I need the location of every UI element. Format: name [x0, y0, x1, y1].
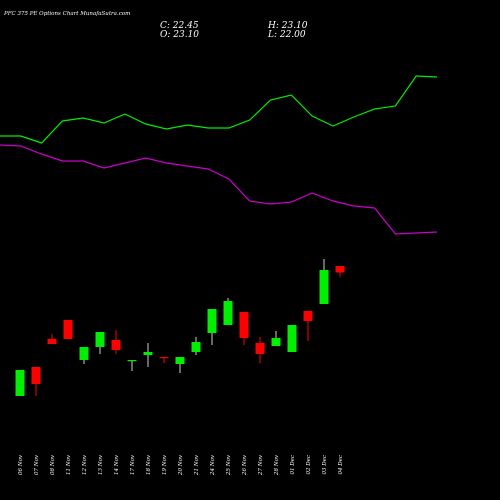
x-tick-label: 18 Nov [146, 454, 152, 475]
indicator-line [0, 144, 438, 235]
candle-body [127, 360, 137, 362]
ohlc-close: C: 22.45 [160, 21, 199, 31]
candle-body [271, 338, 281, 346]
ohlc-open: O: 23.10 [160, 30, 199, 40]
x-tick-label: 25 Nov [226, 454, 232, 476]
x-tick-label: 04 Dec [338, 455, 344, 475]
x-tick-label: 03 Dec [322, 455, 328, 475]
x-tick-label: 01 Dec [290, 455, 296, 475]
candle-body [335, 266, 345, 273]
candle-body [191, 342, 201, 352]
candle-body [95, 332, 105, 347]
x-tick-label: 26 Nov [242, 454, 248, 476]
candle-body [143, 352, 153, 355]
x-tick-label: 13 Nov [98, 454, 104, 475]
candle-body [63, 320, 73, 339]
ohlc-high: H: 23.10 [267, 21, 308, 31]
indicator-line [0, 75, 438, 144]
candle-body [207, 309, 217, 333]
x-tick-label: 28 Nov [274, 454, 280, 476]
ohlc-low: L: 22.00 [267, 30, 306, 40]
x-tick-label: 19 Nov [162, 454, 168, 475]
x-tick-label: 20 Nov [178, 454, 184, 476]
candle-body [239, 312, 249, 338]
candle-body [31, 367, 41, 384]
candle-body [287, 325, 297, 352]
x-tick-label: 06 Nov [18, 454, 24, 475]
candle-body [15, 370, 25, 396]
x-tick-label: 07 Nov [34, 454, 40, 475]
candle-body [303, 311, 313, 321]
candle-body [47, 339, 57, 344]
x-tick-label: 24 Nov [210, 454, 216, 476]
candle-body [79, 347, 89, 360]
x-tick-label: 27 Nov [258, 454, 264, 476]
x-tick-label: 08 Nov [50, 454, 56, 475]
x-tick-label: 02 Dec [306, 455, 312, 475]
candle-body [175, 357, 185, 364]
x-tick-label: 21 Nov [194, 454, 200, 476]
candle-body [159, 357, 169, 359]
candle-body [319, 270, 329, 304]
candle-body [111, 340, 121, 350]
x-tick-label: 17 Nov [130, 454, 136, 475]
x-tick-label: 11 Nov [66, 454, 72, 475]
candle-body [255, 343, 265, 354]
chart-title: PFC 375 PE Options Chart MunafaSutra.com [3, 11, 130, 17]
x-tick-label: 12 Nov [82, 454, 88, 475]
x-tick-label: 14 Nov [114, 454, 120, 475]
candle-body [223, 301, 233, 325]
